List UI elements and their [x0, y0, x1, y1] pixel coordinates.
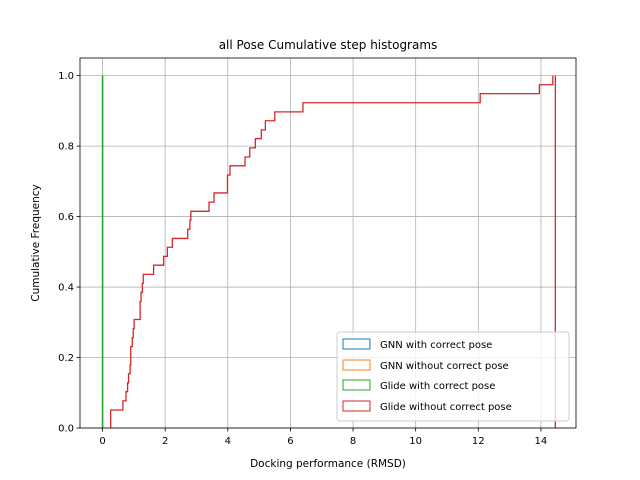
y-tick-label: 1.0 [58, 71, 74, 82]
legend-swatch [342, 359, 371, 371]
legend-box [336, 331, 570, 422]
plot-frame [79, 57, 577, 429]
legend-entry-gnn-without-correct-pose: GNN without correct pose [342, 359, 509, 372]
x-axis-label: Docking performance (RMSD) [250, 458, 406, 470]
y-tick-label: 0.6 [58, 212, 74, 223]
legend-swatch [342, 400, 371, 412]
legend-entry-gnn-with-correct-pose: GNN with correct pose [342, 338, 492, 351]
series-step-line [110, 75, 554, 428]
chart-title: all Pose Cumulative step histograms [219, 38, 438, 52]
y-tick-label: 0.4 [58, 283, 74, 294]
y-tick-label: 0.0 [58, 424, 74, 435]
legend-entry-glide-with-correct-pose: Glide with correct pose [342, 379, 495, 392]
x-tick-label: 0 [99, 436, 105, 447]
x-tick-label: 10 [409, 436, 422, 447]
x-tick-label: 14 [535, 436, 548, 447]
x-tick-label: 12 [472, 436, 485, 447]
x-tick-label: 2 [162, 436, 168, 447]
x-tick-label: 4 [225, 436, 231, 447]
x-axis-ticks: 0 2 4 6 8 10 12 14 [99, 428, 547, 447]
legend-entry-glide-without-correct-pose: Glide without correct pose [342, 400, 512, 413]
x-tick-label: 6 [287, 436, 293, 447]
legend-label: GNN with correct pose [380, 340, 492, 351]
legend-swatch [342, 338, 371, 350]
y-tick-label: 0.2 [58, 353, 74, 364]
legend-swatch [342, 379, 371, 391]
legend-label: Glide with correct pose [380, 381, 495, 392]
legend-label: GNN without correct pose [380, 361, 509, 372]
y-tick-label: 0.8 [58, 142, 74, 153]
y-axis-ticks: 0.0 0.2 0.4 0.6 0.8 1.0 [58, 71, 80, 435]
legend-label: Glide without correct pose [380, 402, 512, 413]
x-tick-label: 8 [350, 436, 356, 447]
legend: GNN with correct pose GNN without correc… [336, 331, 570, 422]
y-axis-label: Cumulative Frequency [30, 184, 42, 302]
